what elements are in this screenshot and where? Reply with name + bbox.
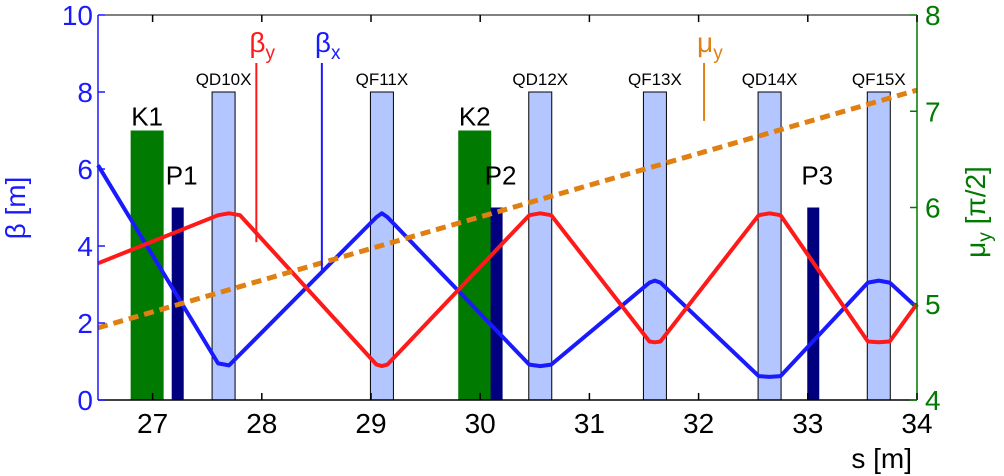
- series-line-mu_y: [97, 87, 918, 331]
- y-left-tick-label: 8: [77, 77, 93, 108]
- y-right-tick-label: 7: [925, 96, 941, 127]
- annotation-label-beta_x: βx: [315, 27, 341, 64]
- quadrupole-label-QF13X: QF13X: [628, 70, 682, 89]
- x-tick-label: 27: [137, 408, 168, 439]
- bpm-P2: [490, 207, 503, 400]
- quadrupole-QD14X: [757, 91, 782, 401]
- axes: 27 28 29 30 31 32 33 34 0 2 4 6 8 10 4 5 6 7 8: [62, 0, 941, 439]
- axis-labels: s [m] β [m] μy [π/2]: [0, 166, 996, 474]
- annotation-label-mu_y: μy: [697, 27, 723, 64]
- bpm-P3: [807, 207, 820, 400]
- y-right-tick-label: 4: [925, 385, 941, 416]
- y-right-axis-label: μy [π/2]: [960, 166, 996, 258]
- kicker-label-K2: K2: [459, 102, 491, 132]
- x-tick-label: 34: [901, 408, 932, 439]
- quadrupole-label-QD10X: QD10X: [196, 70, 252, 89]
- y-left-axis-label: β [m]: [0, 177, 31, 240]
- bpm-label-P1: P1: [166, 161, 198, 191]
- data-lines: [96, 87, 919, 379]
- x-axis-label: s [m]: [851, 443, 912, 474]
- bpm-label-P3: P3: [801, 161, 833, 191]
- quadrupole-QF15X: [866, 91, 891, 401]
- y-left-tick-label: 4: [77, 231, 93, 262]
- series-line-beta_x: [96, 164, 919, 379]
- y-right-tick-label: 8: [925, 0, 941, 31]
- quadrupole-QF13X: [642, 91, 667, 401]
- series-line-beta_y: [97, 211, 919, 369]
- x-tick-label: 28: [246, 408, 277, 439]
- quadrupole-label-QD14X: QD14X: [742, 70, 798, 89]
- x-tick-label: 32: [683, 408, 714, 439]
- bpm-label-P2: P2: [485, 161, 517, 191]
- x-tick-label: 31: [574, 408, 605, 439]
- y-left-tick-label: 10: [62, 0, 93, 31]
- quadrupole-QD12X: [528, 91, 553, 401]
- x-tick-label: 30: [465, 408, 496, 439]
- y-left-tick-label: 6: [77, 154, 93, 185]
- x-tick-label: 29: [355, 408, 386, 439]
- kicker-K2: [458, 130, 492, 400]
- quadrupole-label-QD12X: QD12X: [512, 70, 568, 89]
- annotation-label-beta_y: βy: [249, 27, 275, 64]
- quadrupole-label-QF15X: QF15X: [852, 70, 906, 89]
- y-left-tick-label: 2: [77, 308, 93, 339]
- x-tick-label: 33: [792, 408, 823, 439]
- y-right-tick-label: 5: [925, 289, 941, 320]
- series-annotations: βy βx μy: [249, 27, 723, 273]
- y-right-tick-label: 6: [925, 193, 941, 224]
- quadrupole-label-QF11X: QF11X: [356, 70, 409, 89]
- kicker-label-K1: K1: [131, 102, 163, 132]
- quadrupole-QD10X: [211, 91, 236, 401]
- y-left-tick-label: 0: [77, 385, 93, 416]
